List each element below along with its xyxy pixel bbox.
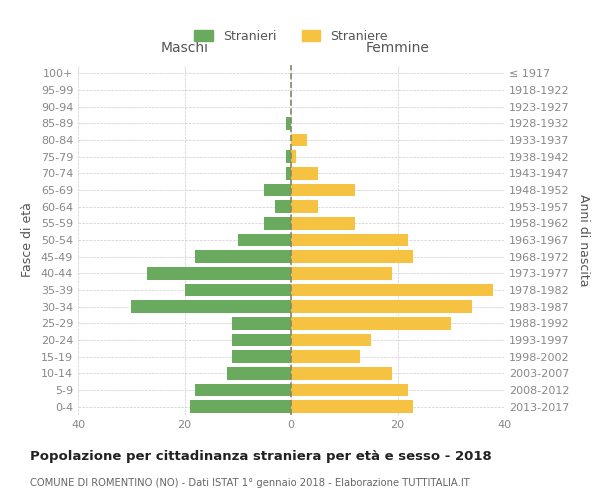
Text: Maschi: Maschi	[161, 41, 209, 55]
Bar	[291, 334, 371, 346]
Bar	[147, 267, 291, 280]
Bar	[286, 117, 291, 130]
Bar	[291, 150, 296, 163]
Bar	[232, 350, 291, 363]
Bar	[291, 217, 355, 230]
Legend: Stranieri, Straniere: Stranieri, Straniere	[191, 26, 392, 46]
Bar	[291, 367, 392, 380]
Bar	[291, 300, 472, 313]
Text: Popolazione per cittadinanza straniera per età e sesso - 2018: Popolazione per cittadinanza straniera p…	[30, 450, 492, 463]
Bar	[265, 217, 291, 230]
Bar	[286, 167, 291, 179]
Bar	[291, 384, 408, 396]
Bar	[291, 167, 317, 179]
Bar	[185, 284, 291, 296]
Bar	[265, 184, 291, 196]
Text: COMUNE DI ROMENTINO (NO) - Dati ISTAT 1° gennaio 2018 - Elaborazione TUTTITALIA.: COMUNE DI ROMENTINO (NO) - Dati ISTAT 1°…	[30, 478, 470, 488]
Bar	[291, 284, 493, 296]
Bar	[291, 200, 317, 213]
Bar	[291, 184, 355, 196]
Bar	[291, 250, 413, 263]
Bar	[291, 317, 451, 330]
Bar	[291, 350, 360, 363]
Y-axis label: Fasce di età: Fasce di età	[21, 202, 34, 278]
Bar	[291, 234, 408, 246]
Bar	[291, 400, 413, 413]
Bar	[227, 367, 291, 380]
Bar	[286, 150, 291, 163]
Bar	[131, 300, 291, 313]
Bar	[275, 200, 291, 213]
Bar	[291, 267, 392, 280]
Bar	[232, 334, 291, 346]
Bar	[195, 250, 291, 263]
Bar	[238, 234, 291, 246]
Bar	[291, 134, 307, 146]
Bar	[232, 317, 291, 330]
Bar	[195, 384, 291, 396]
Y-axis label: Anni di nascita: Anni di nascita	[577, 194, 590, 286]
Text: Femmine: Femmine	[365, 41, 430, 55]
Bar	[190, 400, 291, 413]
